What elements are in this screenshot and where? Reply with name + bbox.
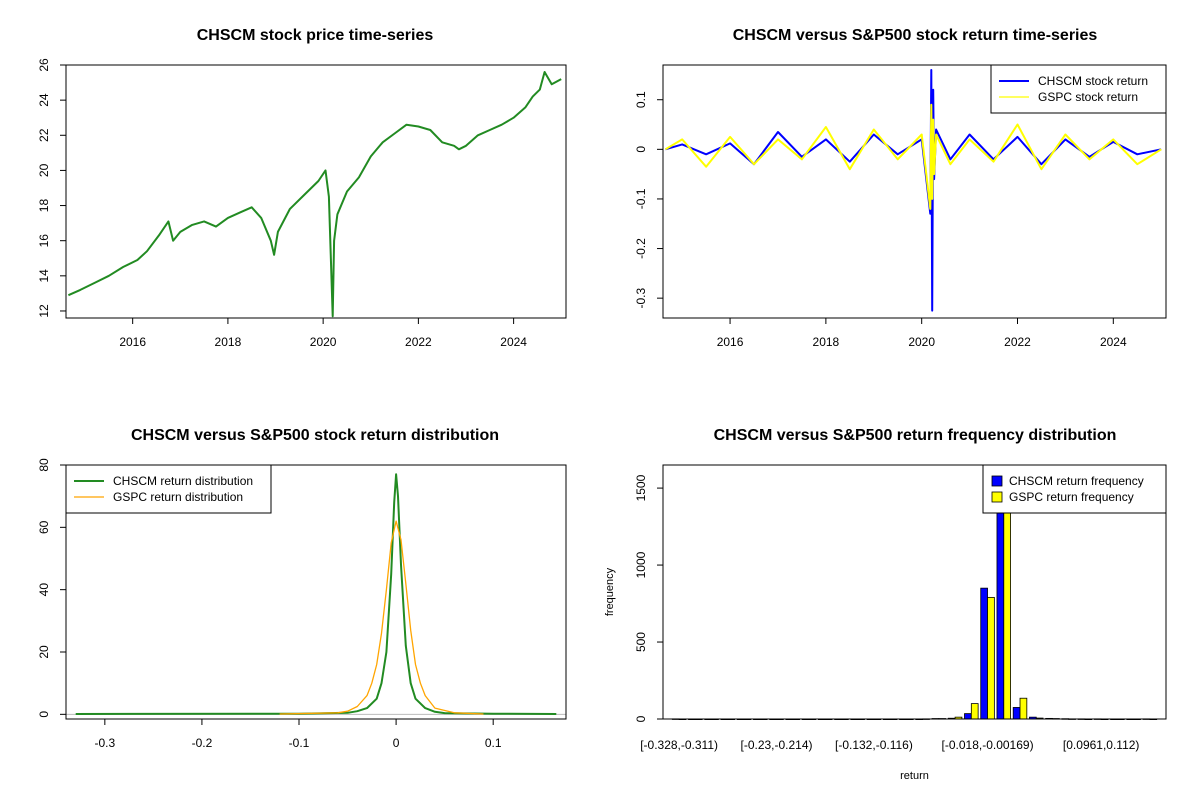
y-tick-label: 20 xyxy=(37,163,51,177)
x-tick-label: 0 xyxy=(393,736,400,750)
x-tick-label: 2020 xyxy=(310,335,337,349)
plot-frame xyxy=(662,64,1167,319)
bar-chscm-21 xyxy=(1012,707,1021,720)
y-tick-label: 60 xyxy=(37,520,51,534)
chart-title: CHSCM versus S&P500 return frequency dis… xyxy=(714,427,1117,444)
bar-gspc-18 xyxy=(970,703,979,720)
x-tick-label: 2024 xyxy=(1100,335,1127,349)
y-tick-label: 16 xyxy=(37,234,51,248)
x-tick-label: [0.0961,0.112) xyxy=(1063,738,1140,752)
chart-title: CHSCM versus S&P500 stock return distrib… xyxy=(131,427,499,444)
x-tick-label: 2022 xyxy=(1004,335,1031,349)
x-tick-label: [-0.018,-0.00169) xyxy=(942,738,1034,752)
legend-swatch xyxy=(991,491,1003,503)
legend: CHSCM stock return GSPC stock return xyxy=(990,64,1167,114)
bar-gspc-21 xyxy=(1019,697,1028,720)
x-tick-label: [-0.328,-0.311) xyxy=(640,738,718,752)
legend-label: CHSCM return distribution xyxy=(113,474,253,488)
legend-box xyxy=(990,64,1167,114)
y-tick-label: 500 xyxy=(634,632,648,652)
x-tick-label: 2018 xyxy=(813,335,840,349)
y-tick-label: 14 xyxy=(37,269,51,283)
y-tick-label: 80 xyxy=(37,458,51,472)
y-tick-label: 12 xyxy=(37,304,51,318)
series-line-gspc-return-distribution xyxy=(279,520,484,715)
legend-label: CHSCM return frequency xyxy=(1009,474,1144,488)
y-tick-label: 24 xyxy=(37,93,51,107)
plot-frame xyxy=(65,64,567,319)
x-tick-label: -0.3 xyxy=(94,736,115,750)
bar-chscm-18 xyxy=(964,713,972,720)
legend-swatch xyxy=(991,475,1003,487)
legend-label: GSPC stock return xyxy=(1038,90,1138,104)
y-tick-label: 0 xyxy=(634,146,648,153)
y-tick-label: 18 xyxy=(37,199,51,213)
x-tick-label: [-0.23,-0.214) xyxy=(740,738,812,752)
x-tick-label: 0.1 xyxy=(485,736,502,750)
x-tick-label: 2016 xyxy=(119,335,146,349)
bar-gspc-19 xyxy=(987,596,995,720)
y-tick-label: 22 xyxy=(37,128,51,142)
y-tick-label: -0.3 xyxy=(634,287,648,308)
x-tick-label: [-0.132,-0.116) xyxy=(835,738,913,752)
legend-label: CHSCM stock return xyxy=(1038,74,1148,88)
chart-panel-3: CHSCM versus S&P500 stock return distrib… xyxy=(37,427,567,750)
y-tick-label: 1000 xyxy=(634,551,648,578)
x-tick-label: 2016 xyxy=(717,335,744,349)
series-line-gspc-stock-return xyxy=(664,103,1162,210)
legend-box xyxy=(982,464,1167,514)
x-tick-label: -0.2 xyxy=(192,736,213,750)
chart-title: CHSCM versus S&P500 stock return time-se… xyxy=(733,27,1098,44)
y-tick-label: 0.1 xyxy=(634,91,648,108)
x-tick-label: 2020 xyxy=(908,335,935,349)
y-tick-label: -0.2 xyxy=(634,238,648,259)
x-axis-label: return xyxy=(900,770,929,782)
chart-panel-4: CHSCM versus S&P500 return frequency dis… xyxy=(604,427,1167,782)
y-tick-label: 1500 xyxy=(634,474,648,501)
x-tick-label: 2024 xyxy=(500,335,527,349)
legend-box xyxy=(65,464,272,514)
y-tick-label: 20 xyxy=(37,645,51,659)
legend: CHSCM return distribution GSPC return dis… xyxy=(65,464,272,514)
legend-label: GSPC return frequency xyxy=(1009,490,1134,504)
plot-frame xyxy=(662,464,1167,720)
y-axis-label: frequency xyxy=(604,567,616,616)
chart-title: CHSCM stock price time-series xyxy=(197,27,434,44)
series-line-chscm-return-distribution xyxy=(75,473,557,715)
y-tick-label: 40 xyxy=(37,583,51,597)
y-tick-label: 0 xyxy=(37,711,51,718)
y-tick-label: 26 xyxy=(37,58,51,72)
legend-label: GSPC return distribution xyxy=(113,490,243,504)
x-tick-label: 2022 xyxy=(405,335,432,349)
x-tick-label: 2018 xyxy=(215,335,242,349)
y-tick-label: 0 xyxy=(634,715,648,722)
plot-frame xyxy=(65,464,567,720)
bar-chscm-19 xyxy=(980,587,988,720)
legend: CHSCM return frequency GSPC return freque… xyxy=(982,464,1167,514)
x-tick-label: -0.1 xyxy=(289,736,310,750)
y-tick-label: -0.1 xyxy=(634,188,648,209)
series-line-chscm-price xyxy=(67,71,562,318)
chart-panel-2: CHSCM versus S&P500 stock return time-se… xyxy=(634,27,1167,349)
